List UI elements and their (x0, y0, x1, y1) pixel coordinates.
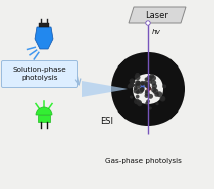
Point (135, 100, 139, 103)
Point (141, 82, 144, 85)
Point (161, 97, 164, 100)
Text: ESI: ESI (101, 116, 113, 125)
Point (136, 95, 139, 98)
Point (146, 84, 149, 87)
Text: hv: hv (152, 29, 161, 35)
Point (129, 84, 133, 87)
Point (132, 80, 135, 83)
Point (128, 85, 131, 88)
Circle shape (146, 21, 150, 25)
Point (148, 77, 151, 80)
Point (137, 84, 140, 88)
Point (151, 77, 155, 80)
Point (144, 81, 147, 84)
FancyBboxPatch shape (1, 60, 77, 88)
Point (147, 89, 150, 92)
Point (141, 88, 144, 91)
Point (145, 94, 148, 97)
Point (162, 85, 166, 88)
Text: Solution-phase
photolysis: Solution-phase photolysis (13, 67, 66, 81)
Point (145, 90, 149, 93)
Point (141, 82, 144, 85)
Polygon shape (129, 7, 186, 23)
Point (136, 76, 140, 79)
Point (135, 89, 138, 92)
Wedge shape (117, 52, 179, 81)
Text: Laser: Laser (146, 11, 168, 19)
Point (146, 102, 149, 105)
Text: Gas-phase photolysis: Gas-phase photolysis (105, 158, 181, 164)
Point (138, 102, 141, 105)
Point (147, 87, 151, 90)
Point (155, 102, 159, 105)
Wedge shape (111, 58, 140, 120)
Point (152, 88, 156, 91)
Point (139, 89, 142, 92)
Point (152, 81, 155, 84)
Wedge shape (36, 107, 52, 115)
Point (136, 91, 140, 94)
Point (137, 82, 140, 85)
Polygon shape (35, 27, 53, 49)
Point (154, 90, 157, 93)
Point (148, 80, 152, 83)
Point (155, 93, 158, 96)
Point (134, 87, 137, 90)
Point (136, 81, 140, 84)
Point (136, 74, 139, 77)
Point (131, 80, 134, 83)
Point (158, 93, 161, 96)
Point (161, 97, 165, 100)
Point (145, 78, 148, 81)
Wedge shape (157, 58, 185, 120)
Point (141, 88, 145, 91)
Point (130, 95, 133, 98)
Point (146, 100, 150, 103)
Point (135, 75, 138, 78)
Point (150, 75, 153, 78)
Wedge shape (117, 98, 179, 126)
Point (149, 95, 152, 98)
Polygon shape (82, 81, 128, 97)
Bar (39, 23, 49, 27)
Point (146, 92, 149, 95)
Point (140, 88, 144, 91)
Point (134, 84, 138, 87)
Point (153, 85, 156, 88)
Point (141, 85, 144, 88)
Point (147, 87, 151, 90)
Point (145, 83, 149, 86)
Point (149, 107, 152, 110)
Point (132, 84, 135, 87)
Point (137, 101, 141, 104)
Bar (38, 115, 50, 122)
